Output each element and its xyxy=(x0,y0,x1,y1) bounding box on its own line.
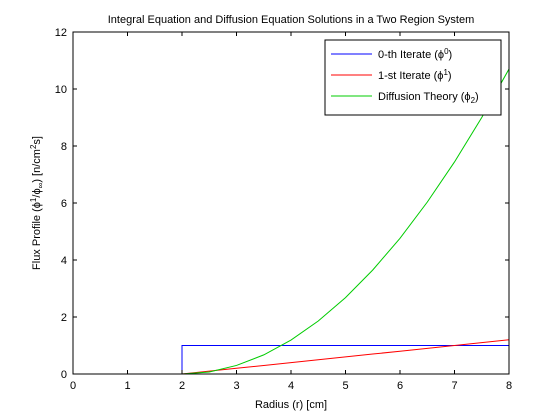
chart-title: Integral Equation and Diffusion Equation… xyxy=(108,14,475,26)
legend-text: Diffusion Theory ( xyxy=(378,91,465,103)
x-tick-label: 4 xyxy=(288,380,294,392)
y-tick-label: 2 xyxy=(61,312,67,324)
legend-label-1: 0-th Iterate (ϕ0) xyxy=(378,47,452,61)
y-tick-label: 8 xyxy=(61,141,67,153)
y-tick-label: 12 xyxy=(55,27,67,39)
legend-script: 0 xyxy=(444,47,449,56)
y-label-mid: ) [n/cm xyxy=(31,149,43,183)
legend-entries: 0-th Iterate (ϕ0)1-st Iterate (ϕ1)Diffus… xyxy=(331,47,479,105)
legend-close: ) xyxy=(448,70,452,82)
y-tick-label: 6 xyxy=(61,198,67,210)
legend-box xyxy=(324,39,502,116)
y-label-sup1: 1 xyxy=(29,197,38,202)
legend-phi: ϕ xyxy=(438,49,444,61)
legend-text: 1-st Iterate ( xyxy=(378,70,438,82)
y-label-suffix: s] xyxy=(31,136,43,145)
y-axis-label: Flux Profile (ϕ1/ϕ∞) [n/cm2s] xyxy=(29,136,45,270)
legend-close: ) xyxy=(449,49,453,61)
series-layer xyxy=(181,68,510,375)
y-label-phi: ϕ xyxy=(31,202,43,208)
legend-script: 1 xyxy=(443,68,448,77)
x-tick-label: 6 xyxy=(397,380,403,392)
y-label-sub-inf: ∞ xyxy=(36,182,45,188)
legend-label-2: 1-st Iterate (ϕ1) xyxy=(378,68,452,82)
y-label-prefix: Flux Profile ( xyxy=(31,208,43,270)
x-tick-label: 2 xyxy=(179,380,185,392)
legend-text: 0-th Iterate ( xyxy=(378,49,438,61)
y-tick-label: 4 xyxy=(61,255,67,267)
x-tick-label: 5 xyxy=(342,380,348,392)
legend-script: 2 xyxy=(471,96,476,105)
y-tick-label: 10 xyxy=(55,84,67,96)
legend-label-3: Diffusion Theory (ϕ2) xyxy=(378,91,479,105)
y-tick-label: 0 xyxy=(61,369,67,381)
x-tick-label: 1 xyxy=(124,380,130,392)
x-tick-label: 7 xyxy=(451,380,457,392)
y-label-slash: / xyxy=(31,194,43,198)
legend-phi: ϕ xyxy=(464,91,470,103)
x-tick-label: 0 xyxy=(70,380,76,392)
x-tick-label: 8 xyxy=(506,380,512,392)
x-axis-label: Radius (r) [cm] xyxy=(255,399,327,411)
legend-close: ) xyxy=(475,91,479,103)
y-label-phi-inf: ϕ xyxy=(31,188,43,194)
y-label-sup2: 2 xyxy=(29,144,38,149)
series-line-2 xyxy=(181,339,510,375)
x-tick-label: 3 xyxy=(233,380,239,392)
legend-phi: ϕ xyxy=(437,70,443,82)
series-line-3 xyxy=(181,68,510,375)
legend: 0-th Iterate (ϕ0)1-st Iterate (ϕ1)Diffus… xyxy=(324,39,502,116)
series-line-1 xyxy=(181,345,509,374)
